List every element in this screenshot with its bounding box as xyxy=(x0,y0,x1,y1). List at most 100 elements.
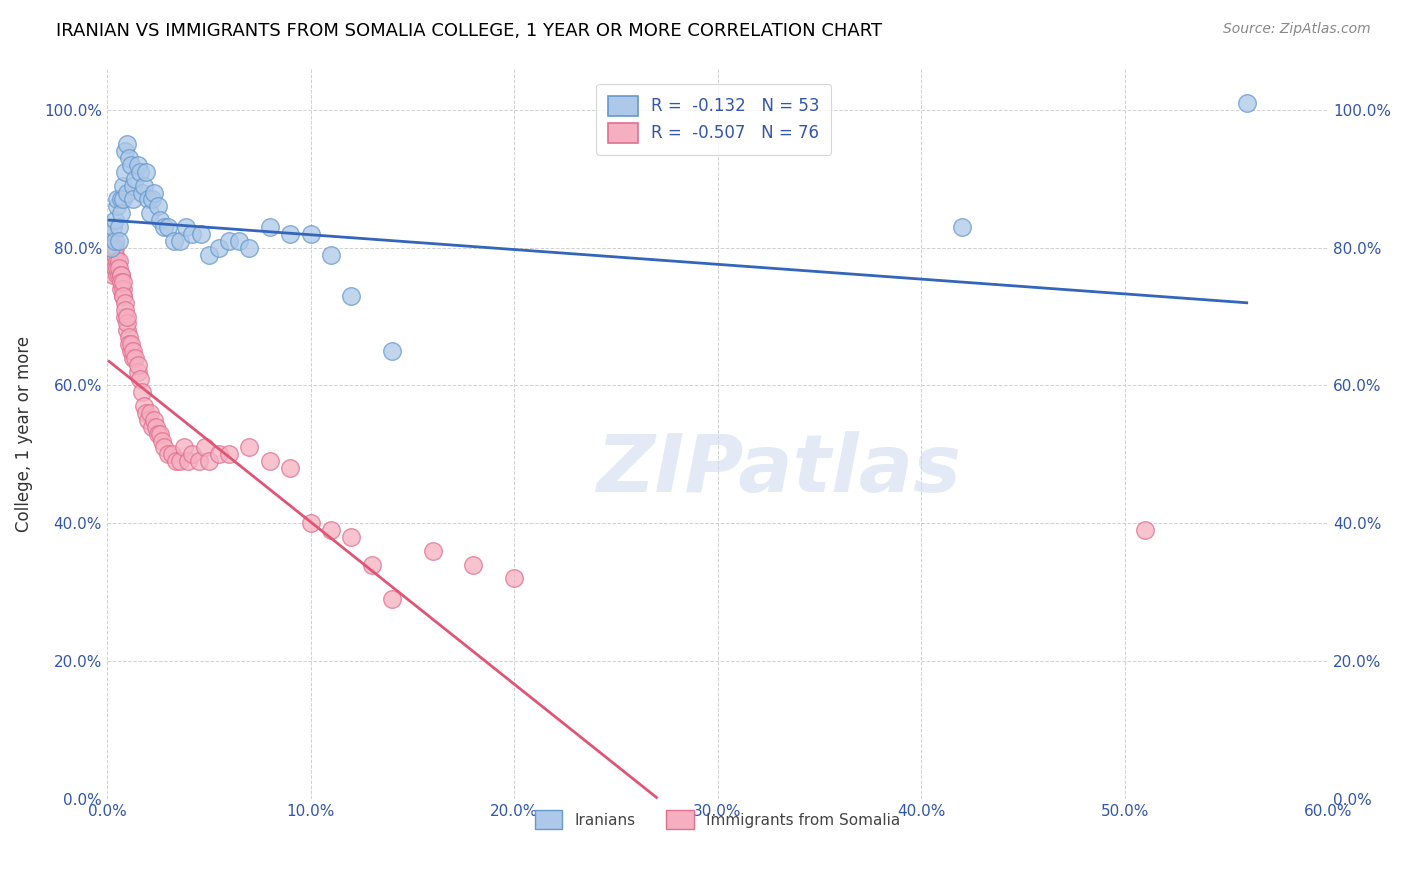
Point xyxy=(110,268,132,283)
Point xyxy=(120,337,142,351)
Point xyxy=(105,193,128,207)
Point xyxy=(208,447,231,461)
Point xyxy=(950,219,973,234)
Point xyxy=(98,241,121,255)
Point xyxy=(190,227,212,241)
Point xyxy=(112,178,135,193)
Point xyxy=(381,343,404,358)
Point xyxy=(259,219,281,234)
Point xyxy=(278,461,301,475)
Point xyxy=(259,454,281,468)
Point xyxy=(105,199,128,213)
Point xyxy=(114,295,136,310)
Point xyxy=(117,310,139,324)
Point xyxy=(141,419,163,434)
Point xyxy=(218,234,240,248)
Point xyxy=(150,434,173,448)
Point xyxy=(114,145,136,159)
Point xyxy=(173,441,195,455)
Point xyxy=(176,219,198,234)
Point xyxy=(108,254,131,268)
Point xyxy=(122,178,145,193)
Point xyxy=(100,247,122,261)
Point xyxy=(114,165,136,179)
Point xyxy=(120,158,142,172)
Point xyxy=(108,268,131,283)
Point xyxy=(299,227,322,241)
Point xyxy=(299,516,322,531)
Point xyxy=(194,441,217,455)
Point xyxy=(149,213,172,227)
Point xyxy=(157,219,180,234)
Point xyxy=(112,289,135,303)
Point xyxy=(112,282,135,296)
Point xyxy=(98,247,121,261)
Point xyxy=(238,441,260,455)
Point xyxy=(1236,95,1258,110)
Point xyxy=(101,247,124,261)
Point xyxy=(118,330,141,344)
Point xyxy=(135,406,157,420)
Point xyxy=(138,406,160,420)
Point xyxy=(98,227,121,241)
Point xyxy=(100,241,122,255)
Point xyxy=(110,282,132,296)
Point xyxy=(157,447,180,461)
Point xyxy=(142,413,165,427)
Point xyxy=(122,343,145,358)
Point xyxy=(104,213,127,227)
Point xyxy=(138,206,160,220)
Point xyxy=(165,454,187,468)
Point xyxy=(105,254,128,268)
Point xyxy=(118,151,141,165)
Point xyxy=(160,447,183,461)
Point xyxy=(340,289,363,303)
Point xyxy=(153,441,176,455)
Point xyxy=(181,227,204,241)
Point xyxy=(124,351,146,365)
Point xyxy=(146,199,169,213)
Point xyxy=(117,137,139,152)
Point xyxy=(100,234,122,248)
Point xyxy=(127,358,149,372)
Point xyxy=(422,543,444,558)
Text: Source: ZipAtlas.com: Source: ZipAtlas.com xyxy=(1223,22,1371,37)
Point xyxy=(169,234,191,248)
Point xyxy=(117,323,139,337)
Point xyxy=(101,219,124,234)
Y-axis label: College, 1 year or more: College, 1 year or more xyxy=(15,335,32,532)
Point xyxy=(108,234,131,248)
Point xyxy=(110,193,132,207)
Point xyxy=(187,454,209,468)
Point xyxy=(131,186,153,200)
Point xyxy=(114,310,136,324)
Point xyxy=(1133,523,1156,537)
Point xyxy=(110,275,132,289)
Point xyxy=(149,426,172,441)
Point xyxy=(153,219,176,234)
Point xyxy=(181,447,204,461)
Point xyxy=(146,426,169,441)
Point xyxy=(340,530,363,544)
Point xyxy=(238,241,260,255)
Point xyxy=(104,241,127,255)
Point xyxy=(104,261,127,276)
Point xyxy=(360,558,382,572)
Legend: Iranians, Immigrants from Somalia: Iranians, Immigrants from Somalia xyxy=(529,805,907,835)
Text: ZIPatlas: ZIPatlas xyxy=(596,431,962,509)
Point xyxy=(108,219,131,234)
Point xyxy=(105,268,128,283)
Point xyxy=(112,289,135,303)
Point xyxy=(117,317,139,331)
Point xyxy=(218,447,240,461)
Point xyxy=(132,178,155,193)
Point xyxy=(122,193,145,207)
Point xyxy=(136,193,159,207)
Point xyxy=(128,165,150,179)
Point xyxy=(128,371,150,385)
Point xyxy=(142,186,165,200)
Point xyxy=(114,302,136,317)
Point xyxy=(110,268,132,283)
Point xyxy=(136,413,159,427)
Point xyxy=(145,419,167,434)
